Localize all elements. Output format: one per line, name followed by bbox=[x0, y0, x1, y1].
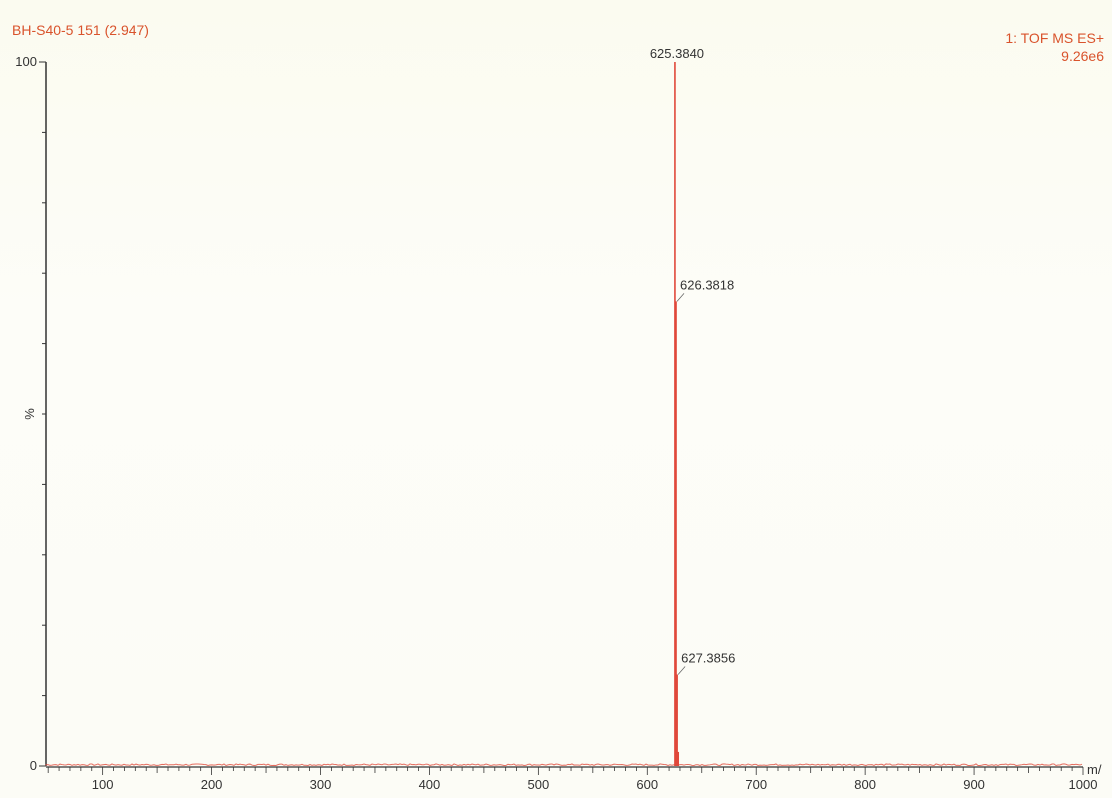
peak-label-leader bbox=[676, 293, 685, 302]
spectrum-peaks bbox=[674, 62, 680, 766]
baseline-trace bbox=[45, 763, 1083, 767]
peak-label-leader bbox=[677, 666, 686, 675]
x-tick-label: 1000 bbox=[1069, 777, 1098, 792]
x-ticks: 100 200 300 400 500 600 700 800 900 1000 bbox=[47, 767, 1098, 792]
baseline-noise bbox=[45, 763, 1083, 767]
max-intensity-label: 9.26e6 bbox=[1061, 48, 1104, 64]
sample-title: BH-S40-5 151 (2.947) bbox=[12, 22, 149, 38]
y-axis-label: % bbox=[22, 408, 37, 420]
peak-label: 625.3840 bbox=[650, 46, 704, 61]
peak-label: 627.3856 bbox=[681, 650, 735, 665]
y-ticks: 0 100 bbox=[15, 54, 46, 773]
x-tick-label: 700 bbox=[745, 777, 767, 792]
y-tick-label: 100 bbox=[15, 54, 37, 69]
function-label: 1: TOF MS ES+ bbox=[1005, 30, 1104, 46]
x-axis-label: m/ bbox=[1087, 762, 1102, 777]
x-tick-label: 200 bbox=[201, 777, 223, 792]
peak-label: 626.3818 bbox=[680, 277, 734, 292]
x-tick-label: 400 bbox=[419, 777, 441, 792]
x-tick-label: 300 bbox=[310, 777, 332, 792]
x-tick-label: 100 bbox=[92, 777, 114, 792]
peak-labels: 625.3840 626.3818 627.3856 bbox=[650, 46, 735, 675]
x-tick-label: 500 bbox=[528, 777, 550, 792]
x-tick-label: 900 bbox=[963, 777, 985, 792]
x-tick-label: 800 bbox=[854, 777, 876, 792]
x-tick-label: 600 bbox=[636, 777, 658, 792]
y-tick-label: 0 bbox=[30, 758, 37, 773]
axes bbox=[45, 62, 1083, 768]
